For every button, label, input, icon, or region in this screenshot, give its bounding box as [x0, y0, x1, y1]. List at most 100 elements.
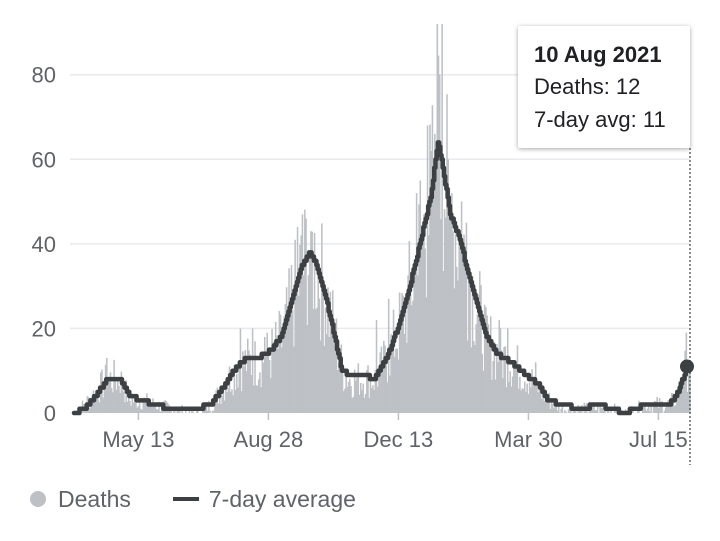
deaths-bar — [143, 397, 146, 413]
deaths-bar — [254, 341, 256, 413]
deaths-bar — [283, 316, 285, 413]
deaths-bar — [340, 344, 343, 413]
deaths-bar — [120, 371, 123, 413]
deaths-bar — [681, 389, 684, 413]
deaths-bar — [452, 231, 454, 413]
deaths-bar — [174, 411, 176, 413]
deaths-bar — [602, 410, 605, 413]
deaths-bar — [479, 271, 481, 413]
deaths-bar — [389, 375, 391, 413]
deaths-bar — [684, 350, 686, 413]
deaths-bar — [653, 401, 656, 413]
deaths-bar — [358, 394, 361, 413]
deaths-bar — [259, 372, 261, 413]
deaths-bar — [290, 265, 293, 413]
deaths-bar — [463, 234, 465, 413]
deaths-bar — [271, 328, 273, 413]
deaths-bar — [242, 351, 244, 413]
deaths-bar — [370, 387, 373, 413]
deaths-bar — [663, 410, 666, 413]
deaths-bar — [330, 319, 333, 413]
deaths-bar — [113, 359, 115, 413]
deaths-bar — [409, 276, 412, 413]
deaths-bar — [410, 305, 413, 413]
deaths-bar — [649, 411, 651, 413]
deaths-bar — [118, 385, 120, 413]
deaths-bar — [390, 334, 392, 413]
deaths-bar — [655, 401, 657, 413]
deaths-bar — [362, 383, 364, 413]
deaths-bar — [267, 354, 270, 413]
deaths-bar — [217, 403, 220, 413]
deaths-bar — [606, 409, 609, 413]
deaths-bar — [688, 374, 690, 413]
deaths-bar — [413, 266, 415, 413]
deaths-bar — [509, 371, 511, 413]
deaths-bar — [107, 382, 109, 413]
deaths-bar — [523, 381, 526, 413]
deaths-bar — [378, 367, 380, 413]
deaths-bar — [158, 401, 160, 413]
deaths-bar — [646, 408, 649, 413]
deaths-bar — [647, 404, 650, 413]
deaths-bar — [436, 24, 439, 413]
deaths-bar — [447, 159, 449, 413]
deaths-bar — [527, 393, 530, 413]
deaths-bar — [434, 133, 436, 413]
deaths-bar — [420, 239, 423, 413]
deaths-bar — [432, 195, 435, 413]
deaths-bar — [233, 364, 236, 413]
deaths-bar — [251, 328, 254, 413]
deaths-bar — [445, 217, 447, 413]
deaths-bar — [513, 364, 515, 413]
deaths-bar — [262, 362, 265, 413]
deaths-bar — [494, 379, 497, 413]
deaths-bar — [372, 385, 374, 413]
y-axis-ticks: 0 20 40 60 80 — [32, 63, 56, 426]
deaths-bar — [293, 346, 295, 413]
deaths-bar — [406, 342, 408, 413]
deaths-bar — [555, 401, 558, 413]
deaths-bar — [324, 307, 327, 413]
deaths-bar — [211, 410, 214, 413]
deaths-bar — [542, 385, 544, 413]
deaths-bar — [516, 345, 519, 413]
deaths-bar — [141, 409, 143, 413]
highlight-point[interactable] — [680, 359, 694, 374]
deaths-bar — [401, 292, 403, 413]
deaths-bar — [97, 399, 100, 413]
deaths-bar — [373, 389, 375, 413]
deaths-bar — [133, 394, 136, 413]
deaths-bar — [396, 348, 398, 413]
deaths-bar — [355, 380, 357, 413]
legend-item-deaths[interactable]: Deaths — [30, 486, 131, 513]
deaths-bar — [485, 307, 487, 413]
deaths-bar — [673, 405, 675, 413]
deaths-bar — [402, 295, 405, 413]
deaths-bar — [538, 381, 541, 413]
deaths-bar — [419, 180, 422, 413]
deaths-bar — [643, 404, 645, 413]
deaths-bar — [601, 407, 604, 413]
deaths-bar — [308, 257, 311, 413]
deaths-bar — [564, 410, 566, 413]
deaths-bar — [592, 406, 594, 413]
deaths-bar — [369, 377, 372, 413]
deaths-bar — [418, 204, 420, 413]
deaths-bar — [465, 222, 468, 413]
x-tick-label: May 13 — [102, 427, 174, 452]
deaths-bar — [660, 401, 662, 413]
deaths-bar — [517, 388, 520, 413]
seven-day-average-line — [71, 140, 693, 416]
deaths-bar — [421, 234, 424, 413]
deaths-bar — [666, 404, 668, 413]
deaths-bar — [532, 384, 535, 413]
deaths-bar — [312, 309, 315, 413]
legend-item-average[interactable]: 7-day average — [172, 486, 356, 513]
deaths-bar — [385, 365, 388, 413]
deaths-bar — [225, 388, 227, 413]
deaths-bar — [522, 388, 525, 413]
deaths-bar — [533, 383, 536, 413]
deaths-bar — [121, 389, 124, 413]
deaths-bar — [341, 367, 344, 413]
